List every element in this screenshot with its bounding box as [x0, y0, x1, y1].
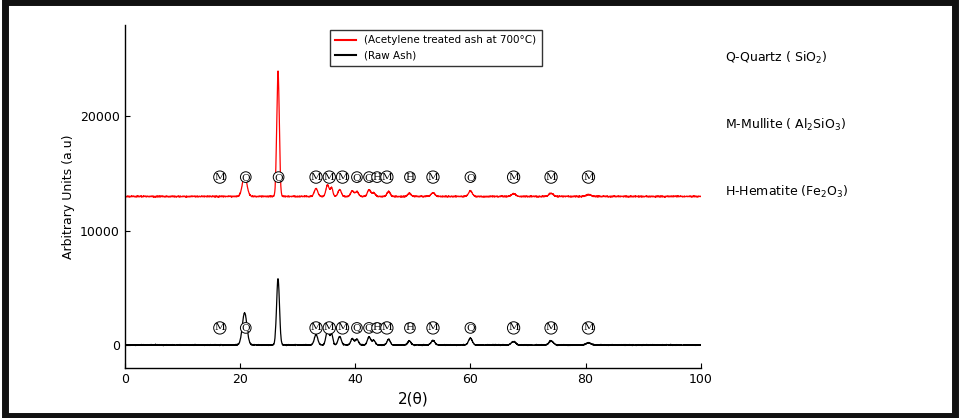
Text: M: M: [545, 173, 557, 181]
Text: M: M: [311, 324, 322, 332]
Text: M: M: [324, 173, 335, 181]
Text: H: H: [405, 324, 415, 332]
Text: H: H: [372, 173, 381, 181]
Text: M: M: [214, 324, 226, 332]
Text: Q: Q: [352, 324, 361, 332]
Text: M: M: [381, 324, 393, 332]
Text: M: M: [583, 173, 594, 181]
Text: M: M: [311, 173, 322, 181]
Text: M-Mullite ( Al$_2$SiO$_3$): M-Mullite ( Al$_2$SiO$_3$): [725, 117, 846, 133]
Text: H-Hematite (Fe$_2$O$_3$): H-Hematite (Fe$_2$O$_3$): [725, 184, 848, 200]
Text: H: H: [405, 173, 415, 181]
Text: M: M: [427, 324, 439, 332]
Text: Q-Quartz ( SiO$_2$): Q-Quartz ( SiO$_2$): [725, 50, 828, 66]
Legend: (Acetylene treated ash at 700°C), (Raw Ash): (Acetylene treated ash at 700°C), (Raw A…: [330, 30, 541, 66]
Text: Q: Q: [467, 324, 474, 332]
Text: Q: Q: [365, 324, 373, 332]
Text: M: M: [214, 173, 226, 181]
Text: M: M: [337, 173, 348, 181]
Text: Q: Q: [352, 173, 361, 181]
Text: Q: Q: [365, 173, 373, 181]
Text: M: M: [545, 324, 557, 332]
Text: Q: Q: [467, 173, 474, 181]
Text: M: M: [427, 173, 439, 181]
Text: Q: Q: [242, 324, 250, 332]
Text: M: M: [583, 324, 594, 332]
Text: Q: Q: [275, 173, 283, 181]
Text: H: H: [372, 324, 381, 332]
Text: M: M: [337, 324, 348, 332]
Text: M: M: [324, 324, 335, 332]
X-axis label: 2(θ): 2(θ): [397, 391, 428, 406]
Text: M: M: [508, 173, 519, 181]
Text: Q: Q: [242, 173, 250, 181]
Text: M: M: [508, 324, 519, 332]
Y-axis label: Arbitrary Units (a.u): Arbitrary Units (a.u): [61, 134, 75, 259]
Text: M: M: [381, 173, 393, 181]
